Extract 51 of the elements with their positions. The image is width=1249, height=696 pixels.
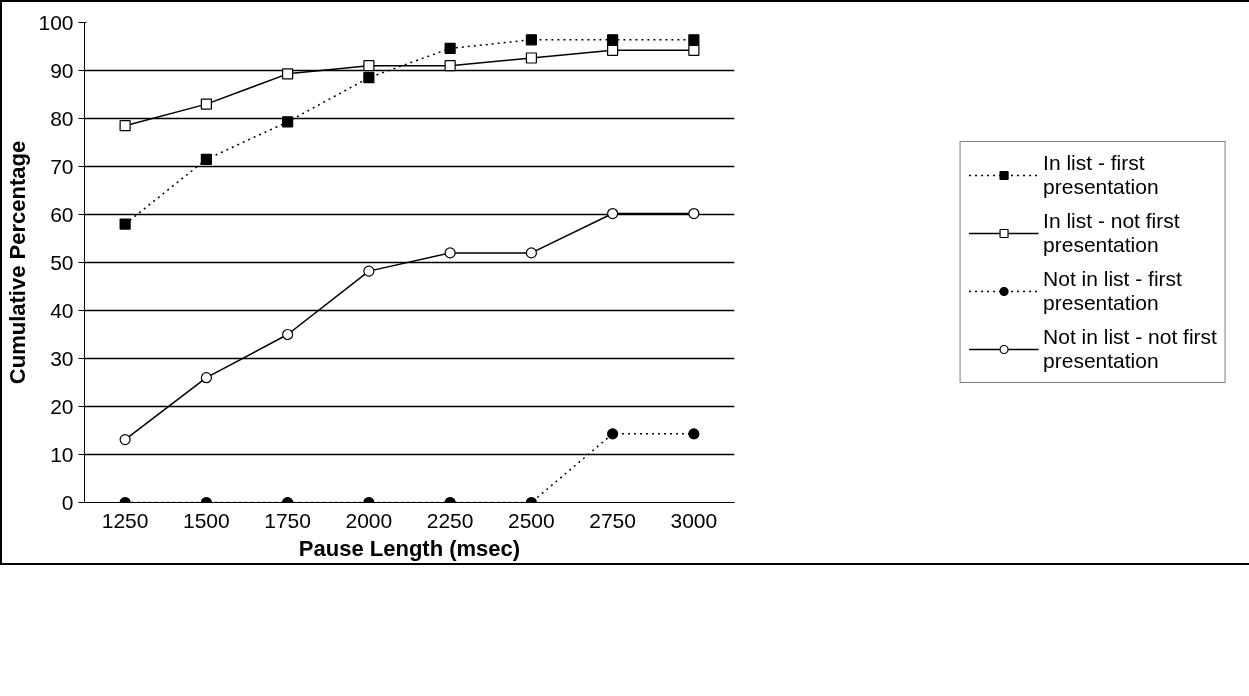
x-axis-title: Pause Length (msec) [298,535,521,561]
y-tick-label: 40 [50,298,74,322]
x-tick-label: 1750 [264,508,311,532]
x-tick-label: 2000 [345,508,393,532]
legend-label: In list - first presentation [1043,150,1159,200]
y-tick-label: 50 [50,250,74,274]
x-tick-label: 1250 [101,508,149,532]
point [282,328,294,341]
point [363,72,375,84]
point [363,265,375,277]
point [282,116,294,128]
point [688,34,700,46]
point [607,34,619,46]
point [119,434,131,446]
point [607,44,619,56]
point [444,60,456,72]
point [688,428,700,440]
legend-label: In list - not first presentation [1043,208,1180,258]
point [119,120,131,132]
point [200,153,212,165]
point [525,247,537,259]
point [688,44,700,56]
y-tick-label: 20 [50,394,74,418]
x-tick-label: 3000 [670,508,718,532]
x-tick-label: 2750 [589,508,636,532]
y-tick-label: 0 [61,490,74,514]
x-tick-label: 1500 [183,508,230,532]
point [200,98,212,110]
y-tick-label: 100 [38,10,74,34]
point [200,372,212,384]
point [119,218,131,230]
y-tick-label: 90 [50,58,74,82]
x-tick-label: 2500 [508,508,555,532]
point [688,207,700,220]
legend-label: Not in list - not first presentation [1043,324,1217,374]
point [525,52,537,64]
y-axis-title: Cumulative Percentage [5,140,31,385]
point [607,207,619,220]
point [363,60,375,72]
point [444,247,456,259]
point [525,34,537,46]
y-tick-label: 30 [50,346,74,370]
y-tick-label: 70 [50,154,74,178]
point [607,428,619,440]
legend-label: Not in list - first presentation [1043,266,1182,316]
x-tick-label: 2250 [426,508,474,532]
point [282,68,294,80]
point [444,42,456,55]
y-tick-label: 60 [50,202,74,226]
y-tick-label: 80 [50,106,74,130]
y-tick-label: 10 [50,442,74,466]
